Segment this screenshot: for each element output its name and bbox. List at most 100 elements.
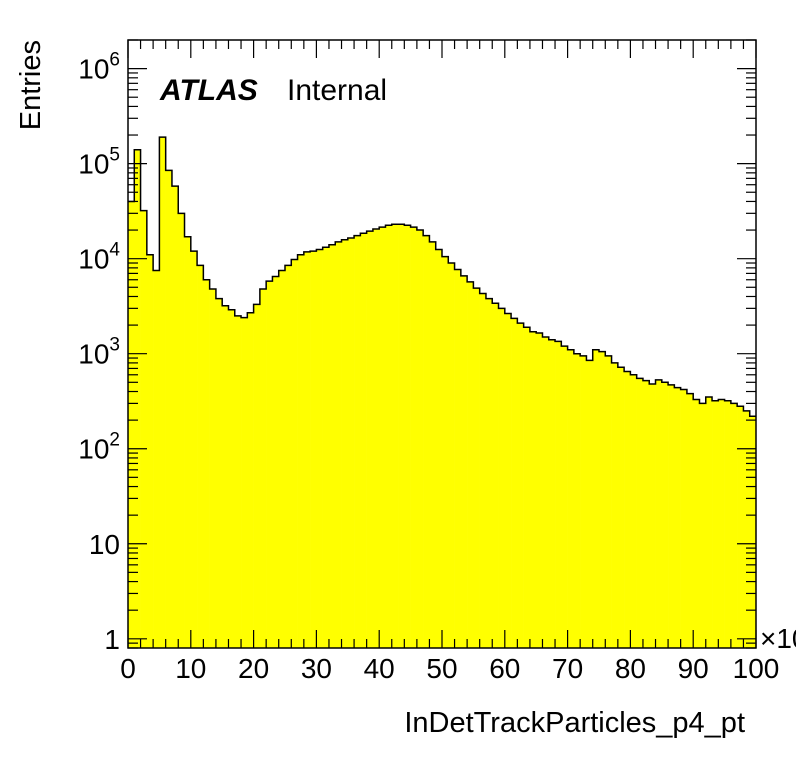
histogram-bin xyxy=(561,346,568,648)
histogram-bin xyxy=(429,241,437,648)
histogram-bin xyxy=(190,251,198,648)
y-tick-label: 105 xyxy=(78,145,120,180)
histogram-bin xyxy=(517,323,524,648)
x-axis-ticks xyxy=(127,40,757,648)
histogram-bin xyxy=(605,355,612,648)
histogram-bin xyxy=(636,378,644,648)
histogram-bin xyxy=(492,303,499,648)
histogram-bin xyxy=(680,389,688,648)
histogram-bin xyxy=(391,224,399,648)
histogram-bin xyxy=(548,339,556,648)
histogram-bin xyxy=(479,293,487,648)
histogram-bin xyxy=(379,227,386,648)
histogram-bin xyxy=(749,416,757,648)
histogram-bin xyxy=(536,333,543,648)
histogram-bin xyxy=(712,400,719,648)
histogram-bin xyxy=(410,227,418,648)
x-tick-label: 90 xyxy=(678,653,709,684)
histogram-bin xyxy=(128,201,135,649)
x-tick-label: 50 xyxy=(426,653,457,684)
histogram-bin xyxy=(241,317,248,648)
histogram-bin xyxy=(197,265,204,648)
y-tick-label: 1 xyxy=(104,624,120,655)
histogram-bin xyxy=(737,406,744,648)
y-axis-tick-labels: 1 10 102 103 104 105 106 xyxy=(78,50,120,655)
histogram-bin xyxy=(303,251,311,648)
histogram-bin xyxy=(360,233,367,648)
x-tick-label: 70 xyxy=(552,653,583,684)
histogram-bin xyxy=(586,360,594,648)
histogram-bin xyxy=(454,269,462,648)
histogram-bin xyxy=(153,270,160,648)
histogram-bin xyxy=(599,351,606,648)
histogram-bin xyxy=(171,186,179,649)
histogram-bin xyxy=(322,247,330,648)
histogram-bin xyxy=(285,265,292,648)
histogram-outline xyxy=(128,136,756,417)
histogram-bin xyxy=(542,336,550,648)
annotation-internal: Internal xyxy=(287,74,387,107)
x-tick-label: 20 xyxy=(238,653,269,684)
histogram-bin xyxy=(460,275,468,648)
x-tick-label: 100 xyxy=(733,653,780,684)
histogram-bin xyxy=(693,399,700,648)
histogram-bin xyxy=(485,298,493,648)
histogram-bin xyxy=(529,331,537,648)
histogram-bin xyxy=(253,304,261,648)
histogram-bin xyxy=(617,367,625,648)
x-multiplier-label: ×10 xyxy=(760,623,796,654)
histogram-bin xyxy=(184,236,192,648)
histogram-bin xyxy=(555,341,562,648)
histogram-bin xyxy=(372,229,380,648)
histogram-bin xyxy=(473,288,480,648)
histogram-bin xyxy=(234,315,242,648)
histogram-bin xyxy=(159,137,166,648)
histogram-bin xyxy=(655,379,663,648)
y-tick-label: 102 xyxy=(78,430,120,465)
histogram-bin xyxy=(573,353,581,648)
histogram-bin xyxy=(335,241,342,648)
y-tick-label: 104 xyxy=(78,240,120,275)
histogram-bin xyxy=(504,313,512,648)
histogram-bin xyxy=(718,399,725,648)
y-axis-ticks xyxy=(128,39,756,649)
histogram-bin xyxy=(523,327,531,648)
x-tick-label: 40 xyxy=(364,653,395,684)
x-tick-label: 30 xyxy=(301,653,332,684)
x-tick-label: 60 xyxy=(489,653,520,684)
histogram-bin xyxy=(134,149,141,648)
histogram-bin xyxy=(498,308,506,648)
histogram-bin xyxy=(341,239,349,648)
histogram-bin xyxy=(215,298,223,648)
histogram-bin xyxy=(165,170,173,648)
y-axis-title: Entries xyxy=(15,40,47,130)
histogram-bin xyxy=(649,383,656,648)
histogram-bin xyxy=(266,281,273,648)
histogram-bin xyxy=(140,210,148,649)
y-tick-label: 106 xyxy=(78,50,120,85)
histogram-bin xyxy=(291,259,298,648)
x-tick-label: 10 xyxy=(175,653,206,684)
x-tick-label: 80 xyxy=(615,653,646,684)
histogram-bin xyxy=(630,374,637,648)
histogram-bin xyxy=(442,256,449,648)
histogram-bin xyxy=(661,382,669,648)
annotation-atlas: ATLAS xyxy=(159,74,258,107)
histogram-bin xyxy=(316,249,323,649)
x-axis-tick-labels: 0 10 20 30 40 50 60 70 80 90 100 xyxy=(120,653,779,684)
histogram-bin xyxy=(366,231,374,648)
histogram-bin xyxy=(724,400,732,648)
histogram-bin xyxy=(297,254,305,648)
histogram-bin xyxy=(705,397,713,648)
histogram-bin xyxy=(668,384,675,648)
histogram-bin xyxy=(398,224,405,648)
histogram-bin xyxy=(686,393,694,648)
y-tick-label: 10 xyxy=(89,529,120,560)
histogram-bin xyxy=(592,349,600,648)
histogram-bin xyxy=(178,213,185,648)
histogram-bin xyxy=(209,288,217,648)
y-tick-label: 103 xyxy=(78,335,120,370)
histogram-bin xyxy=(310,251,317,648)
histogram-bin xyxy=(404,225,411,648)
